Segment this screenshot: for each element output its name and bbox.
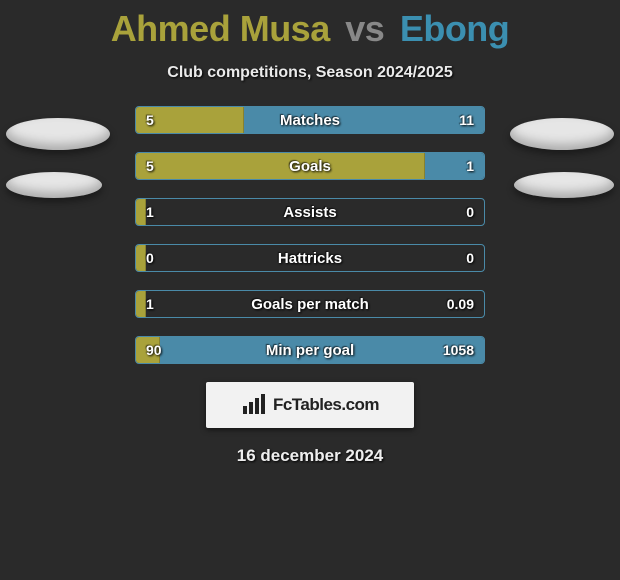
value-right: 0	[456, 245, 484, 271]
branding-chart-icon	[241, 394, 267, 416]
value-left: 5	[136, 107, 164, 133]
subtitle: Club competitions, Season 2024/2025	[0, 64, 620, 82]
fill-right	[244, 107, 484, 133]
page-title: Ahmed Musa vs Ebong	[0, 0, 620, 50]
fill-left	[136, 153, 425, 179]
value-left: 0	[136, 245, 164, 271]
stat-bar: 901058Min per goal	[135, 336, 485, 364]
value-right: 1	[456, 153, 484, 179]
branding-text: FcTables.com	[273, 395, 379, 415]
ellipse-right-bottom	[514, 172, 614, 198]
stat-bar: 0 0Hattricks	[135, 244, 485, 272]
date-label: 16 december 2024	[0, 446, 620, 466]
stat-bar: 1 0.09Goals per match	[135, 290, 485, 318]
metric-label: Hattricks	[136, 245, 484, 271]
stat-bar: 1 0Assists	[135, 198, 485, 226]
value-left: 1	[136, 291, 164, 317]
title-player1: Ahmed Musa	[111, 8, 330, 49]
ellipse-left-bottom	[6, 172, 102, 198]
title-vs: vs	[339, 8, 390, 49]
value-left: 5	[136, 153, 164, 179]
branding-box: FcTables.com	[206, 382, 414, 428]
value-right: 1058	[433, 337, 484, 363]
ellipse-left-top	[6, 118, 110, 150]
title-player2: Ebong	[400, 8, 509, 49]
stat-bar: 511Matches	[135, 106, 485, 134]
comparison-chart: 511Matches51Goals10Assists00Hattricks10.…	[0, 106, 620, 364]
value-right: 11	[449, 107, 484, 133]
stat-bar: 51Goals	[135, 152, 485, 180]
metric-label: Assists	[136, 199, 484, 225]
ellipse-right-top	[510, 118, 614, 150]
value-left: 90	[136, 337, 172, 363]
metric-label: Goals per match	[136, 291, 484, 317]
bars-container: 511Matches51Goals10Assists00Hattricks10.…	[135, 106, 485, 364]
value-left: 1	[136, 199, 164, 225]
value-right: 0.09	[437, 291, 484, 317]
value-right: 0	[456, 199, 484, 225]
